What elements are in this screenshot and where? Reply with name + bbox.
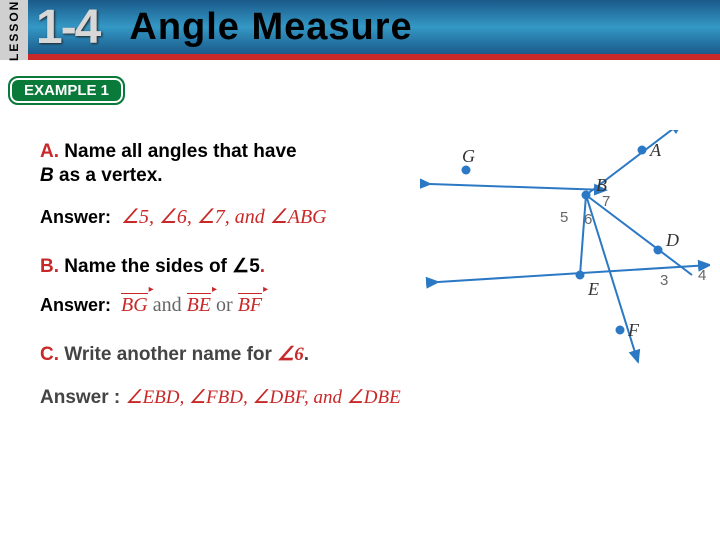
- part-a-answer-row: Answer: ∠5, ∠6, ∠7, and ∠ABG: [40, 204, 440, 229]
- answer-label: Answer:: [40, 295, 111, 316]
- svg-text:D: D: [665, 230, 679, 250]
- part-c-q: Write another name for: [64, 344, 277, 365]
- txt-or: or: [211, 294, 238, 316]
- part-a-letter: A.: [40, 141, 59, 162]
- part-a-vertex: B: [40, 165, 54, 186]
- part-b-q: Name the sides of: [64, 256, 232, 277]
- svg-text:B: B: [596, 175, 607, 195]
- lesson-number: 1-4: [36, 0, 99, 55]
- part-b-answer-math: BG and BE or BF: [121, 294, 262, 317]
- svg-text:5: 5: [560, 209, 568, 226]
- part-c-angle: ∠6: [277, 344, 304, 365]
- ray-be: BE: [187, 294, 211, 316]
- part-a-q1: Name all angles that have: [64, 141, 296, 162]
- part-c-answer-math: ∠EBD, ∠FBD, ∠DBF, and ∠DBE: [126, 387, 401, 408]
- lesson-header: LESSON 1-4 Angle Measure: [0, 0, 720, 60]
- angle-diagram: G A B D E F 567 3 4: [420, 130, 710, 370]
- answer-label: Answer :: [40, 387, 120, 408]
- lesson-title: Angle Measure: [129, 6, 412, 49]
- part-b-answer-row: Answer: BG and BE or BF: [40, 294, 440, 317]
- example-badge: EXAMPLE 1: [8, 76, 125, 105]
- part-b-angle: ∠5: [232, 256, 260, 277]
- svg-text:E: E: [587, 279, 599, 299]
- svg-text:7: 7: [602, 193, 610, 210]
- part-a-answer-math: ∠5, ∠6, ∠7, and ∠ABG: [121, 204, 327, 229]
- part-b: B. Name the sides of ∠5.: [40, 255, 440, 278]
- part-c: C. Write another name for ∠6.: [40, 343, 440, 366]
- ray-bg: BG: [121, 294, 148, 316]
- answer-label: Answer:: [40, 207, 111, 228]
- part-a: A. Name all angles that have B as a vert…: [40, 140, 440, 188]
- ray-bf: BF: [238, 294, 262, 316]
- part-b-letter: B.: [40, 256, 59, 277]
- part-a-q2: as a vertex.: [54, 165, 163, 186]
- svg-text:A: A: [649, 140, 662, 160]
- svg-text:G: G: [462, 146, 475, 166]
- part-c-period: .: [304, 344, 309, 365]
- svg-text:4: 4: [698, 267, 706, 284]
- content-body: A. Name all angles that have B as a vert…: [40, 140, 440, 409]
- txt-and: and: [148, 294, 187, 316]
- part-b-period: .: [260, 256, 265, 277]
- svg-text:6: 6: [584, 211, 592, 228]
- svg-text:3: 3: [660, 272, 668, 289]
- part-c-answer-row: Answer : ∠EBD, ∠FBD, ∠DBF, and ∠DBE: [40, 386, 440, 409]
- part-c-letter: C.: [40, 344, 59, 365]
- svg-text:F: F: [627, 320, 640, 340]
- lesson-tab: LESSON: [0, 0, 28, 60]
